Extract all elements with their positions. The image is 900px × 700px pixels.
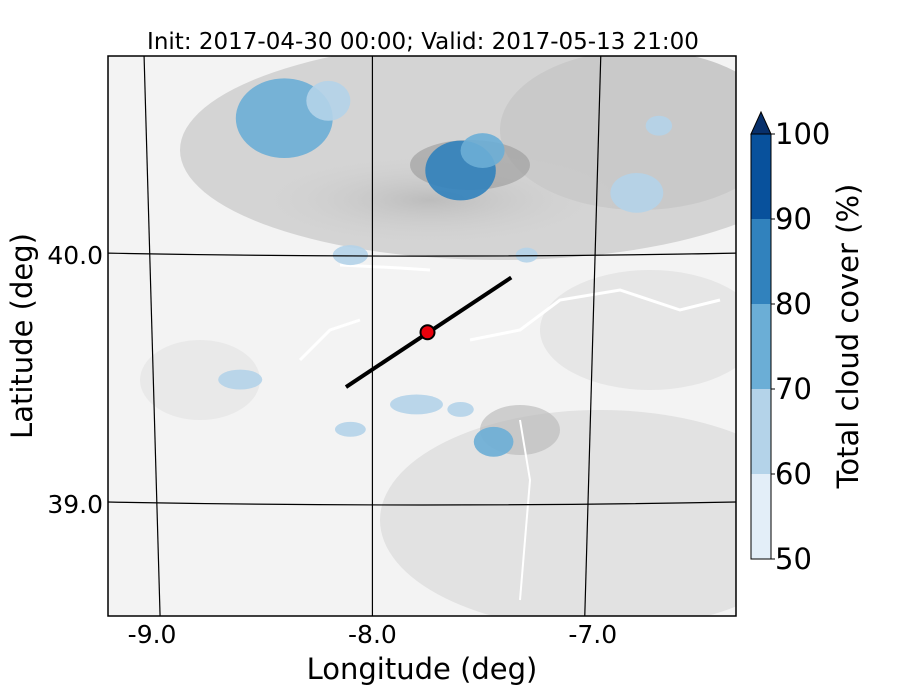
cloud-patch [515,247,538,263]
y-tick-label: 40.0 [47,241,103,270]
colorbar-tick-label: 70 [775,372,812,406]
cloud-patch [218,369,263,390]
x-axis-ticks: -9.0 -8.0 -7.0 [128,620,617,649]
graticule [108,56,736,616]
x-tick-label: -8.0 [348,620,397,649]
cloud-patch [332,245,369,266]
parallel-line [108,501,736,506]
cloud-patch [460,133,505,168]
colorbar-segment [751,134,771,219]
meridian-line [584,56,602,616]
x-tick-label: -9.0 [128,620,177,649]
y-axis-label: Latitude (deg) [5,233,39,439]
y-tick-label: 39.0 [47,490,103,519]
parallel-line [108,252,736,257]
colorbar-segment [751,474,771,559]
cloud-patch [334,421,366,437]
colorbar-tick-label: 80 [775,287,812,321]
y-axis-ticks: 39.0 40.0 [47,241,103,519]
colorbar-segment [751,219,771,304]
cloud-patch [473,426,514,457]
colorbar-segment [751,304,771,389]
meridian-line [143,56,161,616]
cloud-patch [447,401,474,417]
colorbar-tick-label: 60 [775,457,812,491]
colorbar-label: Total cloud cover (%) [831,184,865,490]
cloud-patch [645,115,673,136]
x-axis-label: Longitude (deg) [307,652,538,686]
cloud-patch [610,172,664,213]
chart-title: Init: 2017-04-30 00:00; Valid: 2017-05-1… [147,29,699,55]
x-tick-label: -7.0 [568,620,617,649]
colorbar-tick-label: 50 [775,542,812,576]
colorbar-tick-label: 90 [775,202,812,236]
map-panel [108,56,736,616]
cloud-patch [306,80,351,121]
cloud-patch [390,394,443,415]
colorbar-tick-label: 100 [775,117,830,151]
colorbar-segment [751,389,771,474]
map-frame [107,55,737,617]
colorbar: 50 60 70 80 90 100 [750,110,830,576]
transect-layer [344,275,513,389]
cloud-cover-layer [218,78,673,457]
colorbar-frame [750,133,772,560]
transect-center-marker [419,324,436,341]
colorbar-extend-arrow [750,110,772,135]
